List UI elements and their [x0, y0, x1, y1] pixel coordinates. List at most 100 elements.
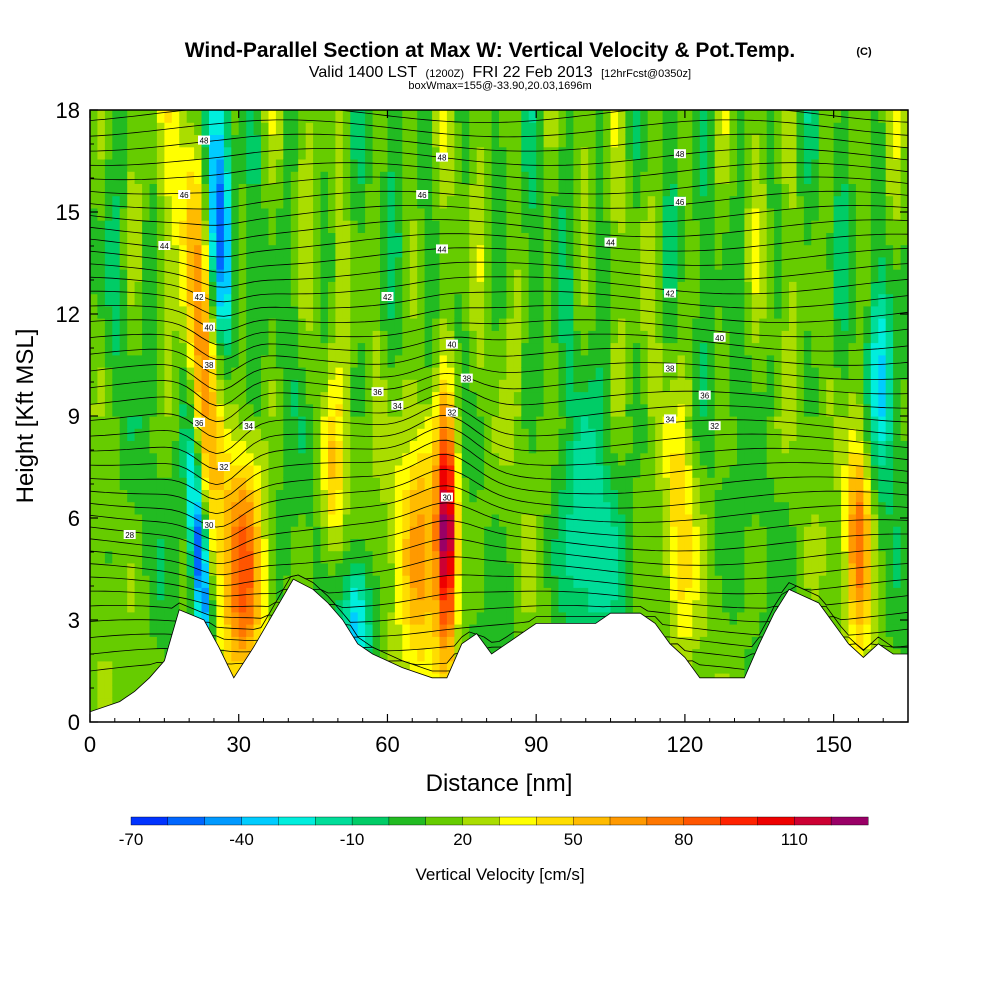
velocity-cell [632, 501, 641, 515]
velocity-cell [640, 379, 649, 393]
velocity-cell [469, 489, 478, 503]
velocity-cell [662, 330, 671, 344]
velocity-cell [268, 599, 277, 613]
velocity-cell [90, 440, 98, 454]
velocity-cell [142, 134, 151, 148]
velocity-cell [729, 330, 738, 344]
velocity-cell [156, 416, 165, 429]
velocity-cell [655, 526, 664, 539]
velocity-cell [424, 110, 433, 111]
velocity-cell [365, 391, 374, 405]
velocity-cell [803, 403, 812, 417]
velocity-cell [789, 159, 797, 172]
velocity-cell [432, 501, 441, 515]
velocity-cell [275, 538, 284, 552]
velocity-cell [722, 489, 731, 503]
velocity-cell [231, 489, 240, 503]
velocity-cell [513, 110, 522, 111]
velocity-cell [744, 403, 753, 417]
velocity-cell [424, 342, 433, 356]
velocity-cell [558, 477, 567, 490]
velocity-cell [365, 526, 374, 539]
velocity-cell [491, 293, 500, 307]
velocity-cell [402, 207, 411, 221]
velocity-cell [625, 122, 634, 135]
velocity-cell [305, 416, 314, 429]
velocity-cell [759, 489, 768, 503]
velocity-cell [238, 526, 247, 539]
velocity-cell [104, 477, 113, 490]
velocity-cell [156, 256, 165, 270]
velocity-cell [275, 416, 284, 429]
velocity-cell [231, 575, 240, 588]
velocity-cell [536, 428, 545, 441]
velocity-cell [803, 122, 812, 135]
velocity-cell [573, 416, 582, 429]
velocity-cell [439, 207, 448, 221]
velocity-cell [439, 171, 448, 184]
velocity-cell [744, 305, 753, 319]
velocity-cell [305, 465, 314, 478]
velocity-cell [588, 489, 597, 503]
velocity-cell [677, 293, 686, 307]
velocity-cell [469, 122, 478, 135]
velocity-cell [119, 440, 128, 454]
velocity-cell [417, 122, 426, 135]
velocity-cell [573, 354, 582, 368]
velocity-cell [127, 342, 136, 356]
velocity-cell [803, 232, 812, 246]
velocity-cell [699, 110, 708, 111]
velocity-cell [454, 391, 463, 405]
velocity-cell [610, 367, 619, 380]
velocity-cell [766, 550, 775, 564]
velocity-cell [424, 660, 433, 674]
velocity-cell [625, 146, 634, 160]
velocity-cell [275, 513, 284, 527]
velocity-cell [610, 318, 619, 331]
velocity-cell [662, 281, 671, 295]
velocity-cell [432, 416, 441, 429]
velocity-cell [164, 134, 173, 148]
velocity-cell [350, 159, 359, 172]
velocity-cell [774, 403, 783, 417]
velocity-cell [194, 367, 203, 380]
velocity-cell [342, 305, 351, 319]
velocity-cell [781, 269, 790, 282]
velocity-cell [156, 611, 165, 625]
velocity-cell [305, 391, 314, 405]
velocity-cell [565, 367, 574, 380]
velocity-cell [246, 403, 255, 417]
velocity-cell [328, 465, 336, 478]
velocity-cell [223, 256, 232, 270]
velocity-cell [424, 648, 433, 662]
velocity-cell [640, 489, 649, 503]
velocity-cell [789, 550, 797, 564]
velocity-cell [573, 269, 582, 282]
velocity-cell [328, 477, 336, 490]
velocity-cell [461, 220, 470, 233]
velocity-cell [625, 477, 634, 490]
velocity-cell [506, 416, 515, 429]
velocity-cell [156, 452, 165, 466]
velocity-cell [171, 122, 180, 135]
velocity-cell [112, 110, 121, 123]
velocity-cell [402, 465, 411, 478]
velocity-cell [603, 575, 612, 588]
velocity-cell [662, 207, 671, 221]
velocity-cell [402, 110, 411, 123]
velocity-cell [350, 207, 359, 221]
velocity-cell [142, 428, 151, 441]
velocity-cell [536, 367, 545, 380]
velocity-cell [684, 636, 693, 650]
velocity-cell [357, 232, 366, 246]
velocity-cell [439, 281, 448, 295]
velocity-cell [261, 354, 269, 368]
velocity-cell [305, 342, 314, 356]
velocity-cell [595, 256, 604, 270]
velocity-cell [387, 134, 396, 148]
velocity-cell [149, 513, 158, 527]
velocity-cell [499, 183, 507, 197]
velocity-cell [409, 489, 418, 503]
velocity-cell [424, 489, 433, 503]
velocity-cell [796, 538, 805, 552]
